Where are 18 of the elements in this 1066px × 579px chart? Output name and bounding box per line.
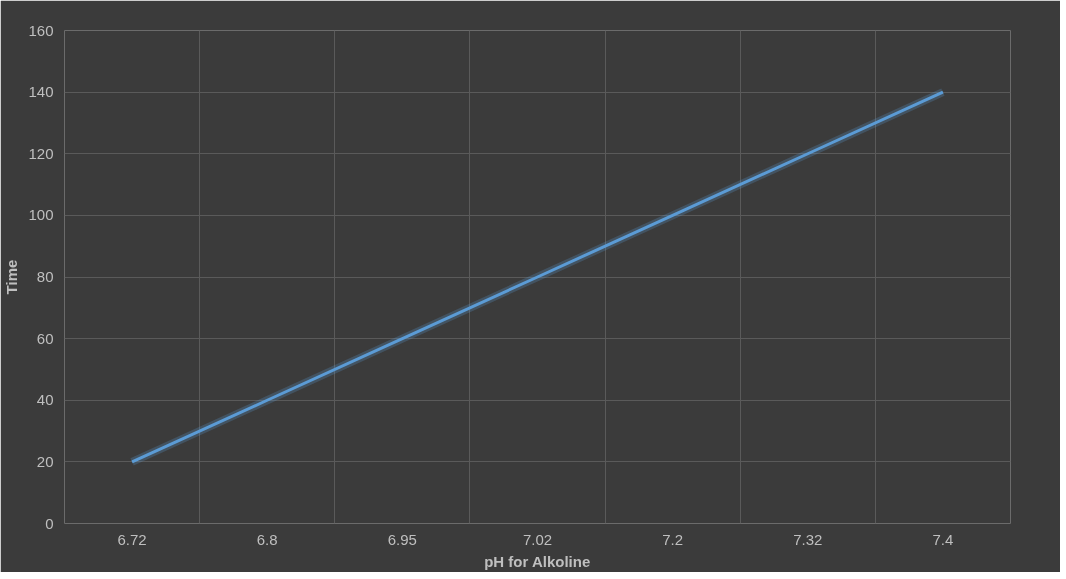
x-tick-label: 6.95 [387,530,417,548]
y-tick-label: 120 [28,144,54,162]
y-axis-title: Time [3,259,21,295]
x-tick-label: 7.32 [793,530,823,548]
y-tick-label: 0 [45,514,54,532]
x-tick-label: 7.02 [522,530,553,548]
y-tick-label: 80 [36,268,54,285]
y-tick-label: 160 [28,21,54,39]
x-tick-label: 6.72 [117,530,147,548]
x-tick-label: 7.2 [662,530,684,548]
y-tick-label: 60 [36,329,54,347]
y-tick-label: 40 [36,391,54,409]
x-tick-label: 6.8 [256,530,278,548]
y-tick-label: 100 [28,206,54,224]
y-tick-label: 140 [28,83,54,101]
x-axis-title: pH for Alkoline [484,552,591,570]
y-tick-label: 20 [36,452,54,470]
x-tick-label: 7.4 [932,530,954,548]
